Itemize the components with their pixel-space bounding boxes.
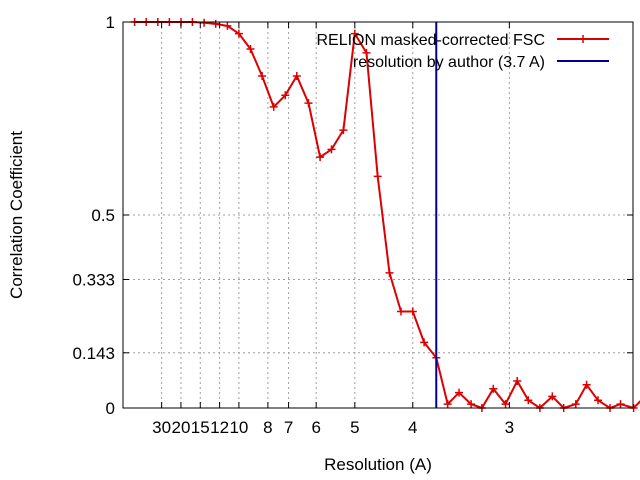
x-tick-label: 5 <box>350 418 359 437</box>
fsc-data-point <box>316 153 325 162</box>
fsc-data-point <box>234 29 243 38</box>
fsc-data-point <box>200 18 209 27</box>
fsc-data-point <box>327 145 336 154</box>
fsc-data-point <box>281 91 290 100</box>
axis-ticks: 0 0.143 0.333 0.5 1 30 20 15 12 10 8 7 6 5 4 3 <box>72 13 633 437</box>
fsc-data-point <box>513 377 522 385</box>
x-tick-label: 15 <box>191 418 210 437</box>
fsc-data-point <box>455 388 463 397</box>
fsc-data-point <box>385 268 394 277</box>
fsc-data-point <box>211 19 220 28</box>
x-tick-label: 20 <box>171 418 190 437</box>
y-tick-label: 0.333 <box>72 270 115 289</box>
legend-marker-fsc <box>579 35 587 43</box>
fsc-data-point <box>339 126 348 135</box>
fsc-data-point <box>467 400 476 409</box>
fsc-data-point <box>489 384 498 393</box>
fsc-data-point <box>258 72 267 80</box>
fsc-data-point <box>420 338 429 347</box>
fsc-data-point <box>373 172 382 181</box>
x-tick-label: 12 <box>210 418 229 437</box>
x-axis-label: Resolution (A) <box>324 455 432 474</box>
fsc-data-point <box>408 307 417 316</box>
x-tick-label: 7 <box>284 418 293 437</box>
grid-lines <box>123 22 633 408</box>
fsc-data-point <box>269 102 278 111</box>
x-tick-label: 3 <box>505 418 514 437</box>
x-tick-label: 6 <box>311 418 320 437</box>
y-tick-label: 0 <box>106 399 115 418</box>
x-tick-label: 8 <box>263 418 272 437</box>
y-tick-label: 0.143 <box>72 344 115 363</box>
fsc-data-point <box>223 21 232 30</box>
fsc-data-point <box>501 400 510 409</box>
fsc-data-point <box>362 48 371 57</box>
fsc-data-point <box>292 72 301 80</box>
fsc-data-point <box>594 396 602 405</box>
fsc-data-point <box>350 29 359 38</box>
fsc-data-point <box>524 396 533 405</box>
y-tick-label: 0.5 <box>91 206 115 225</box>
fsc-data-point <box>443 400 452 409</box>
x-tick-label: 4 <box>408 418 417 437</box>
fsc-data-point <box>616 400 625 409</box>
fsc-data-point <box>246 45 255 53</box>
legend: RELION masked-corrected FSC resolution b… <box>316 32 609 71</box>
fsc-data-point <box>582 380 591 389</box>
fsc-data-point <box>548 392 557 401</box>
x-tick-label: 10 <box>229 418 248 437</box>
x-tick-label: 30 <box>152 418 171 437</box>
y-tick-label: 1 <box>106 13 115 32</box>
fsc-data-point <box>397 307 405 316</box>
y-axis-label: Correlation Coefficient <box>7 131 26 299</box>
fsc-data-point <box>304 99 313 108</box>
legend-label-fsc: RELION masked-corrected FSC <box>316 32 545 49</box>
fsc-data-point <box>571 400 580 409</box>
legend-label-cutoff: resolution by author (3.7 A) <box>353 54 545 71</box>
